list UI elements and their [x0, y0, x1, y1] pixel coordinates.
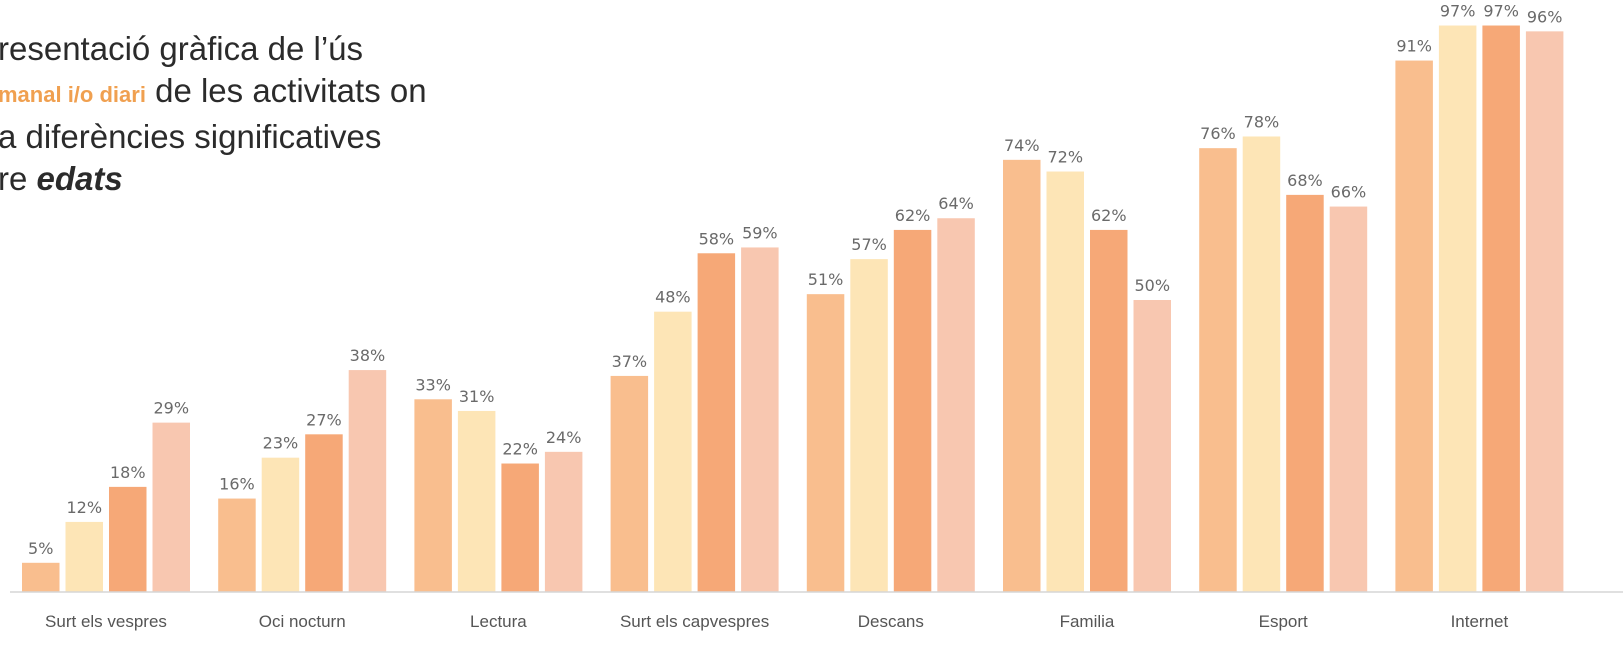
bar-lectura-2 — [457, 410, 496, 592]
category-label-internet: Internet — [1451, 612, 1509, 631]
value-label-lectura-2: 31% — [459, 387, 495, 406]
title-emphasis: edats — [36, 160, 123, 197]
bar-esport-1 — [1199, 148, 1237, 592]
bar-descans-3 — [893, 229, 932, 593]
value-label-internet-2: 97% — [1440, 2, 1476, 21]
category-labels-group: Surt els vespres Oci nocturn Lectura Surt e… — [45, 612, 1508, 631]
value-label-descans-2: 57% — [851, 235, 887, 254]
bar-descans-2 — [850, 259, 888, 592]
title-line-2: manal i/o diari de les activitats on — [0, 70, 638, 116]
value-label-internet-3: 97% — [1483, 2, 1519, 21]
bar-surt-els-capvespres-1 — [610, 375, 649, 592]
bar-esport-3 — [1286, 194, 1324, 592]
value-label-esport-4: 66% — [1331, 183, 1367, 202]
bar-internet-4 — [1525, 31, 1564, 593]
category-label-oci-nocturn: Oci nocturn — [259, 612, 346, 631]
value-label-esport-2: 78% — [1244, 112, 1280, 131]
value-label-surt-els-vespres-1: 5% — [28, 539, 53, 558]
value-label-lectura-1: 33% — [415, 375, 451, 394]
value-label-lectura-4: 24% — [546, 428, 582, 447]
category-label-esport: Esport — [1259, 612, 1308, 631]
bar-surt-els-vespres-1 — [22, 562, 60, 592]
value-label-esport-1: 76% — [1200, 124, 1236, 143]
category-label-lectura: Lectura — [470, 612, 527, 631]
value-label-descans-3: 62% — [895, 206, 931, 225]
value-label-surt-els-vespres-3: 18% — [110, 463, 146, 482]
bar-oci-nocturn-3 — [305, 434, 343, 592]
bar-internet-1 — [1395, 60, 1433, 593]
bar-surt-els-capvespres-2 — [654, 311, 692, 592]
bar-familia-1 — [1003, 159, 1041, 592]
bar-surt-els-capvespres-4 — [741, 247, 779, 592]
value-label-surt-els-capvespres-3: 58% — [699, 229, 735, 248]
value-labels-group: 5% 12% 18% 29% 16% 23% 27% 38% 33% 31% 22% 24% 37% 48… — [28, 2, 1562, 558]
category-label-surt-els-vespres: Surt els vespres — [45, 612, 167, 631]
bar-familia-4 — [1133, 300, 1171, 592]
bar-oci-nocturn-4 — [348, 370, 387, 592]
value-label-oci-nocturn-2: 23% — [263, 434, 299, 453]
bar-lectura-4 — [544, 451, 583, 592]
value-label-descans-4: 64% — [938, 194, 974, 213]
value-label-familia-3: 62% — [1091, 206, 1127, 225]
value-label-surt-els-capvespres-4: 59% — [742, 223, 778, 242]
title-line-4-plain: re — [0, 160, 37, 197]
category-label-familia: Familia — [1060, 612, 1115, 631]
title-line-3: a diferències significatives — [0, 118, 382, 155]
bar-lectura-3 — [501, 463, 539, 592]
value-label-descans-1: 51% — [808, 270, 844, 289]
bar-surt-els-capvespres-3 — [697, 253, 736, 592]
category-label-descans: Descans — [858, 612, 924, 631]
bar-surt-els-vespres-2 — [65, 521, 103, 592]
value-label-familia-2: 72% — [1047, 148, 1083, 167]
value-label-familia-1: 74% — [1004, 136, 1040, 155]
chart-title: resentació gràfica de l’ús manal i/o dia… — [0, 28, 638, 200]
value-label-surt-els-vespres-4: 29% — [153, 399, 189, 418]
value-label-familia-4: 50% — [1134, 276, 1170, 295]
title-line-2-rest: de les activitats on — [145, 72, 427, 109]
value-label-internet-1: 91% — [1396, 37, 1432, 56]
bar-familia-3 — [1090, 229, 1128, 593]
bar-descans-1 — [806, 294, 845, 592]
bar-internet-3 — [1482, 25, 1520, 592]
value-label-oci-nocturn-3: 27% — [306, 410, 342, 429]
bar-surt-els-vespres-4 — [152, 422, 190, 592]
title-line-1: resentació gràfica de l’ús — [0, 30, 364, 67]
bar-oci-nocturn-2 — [261, 457, 300, 592]
bars-group — [22, 25, 1564, 593]
title-highlight: manal i/o diari — [0, 82, 146, 107]
bar-familia-2 — [1046, 171, 1084, 592]
title-line-4: re edats — [0, 158, 638, 200]
value-label-esport-3: 68% — [1287, 171, 1323, 190]
bar-esport-4 — [1329, 206, 1368, 592]
bar-oci-nocturn-1 — [218, 498, 256, 592]
value-label-surt-els-capvespres-2: 48% — [655, 288, 691, 307]
value-label-oci-nocturn-4: 38% — [350, 346, 386, 365]
bar-internet-2 — [1438, 25, 1477, 592]
value-label-surt-els-capvespres-1: 37% — [612, 352, 648, 371]
value-label-lectura-3: 22% — [502, 440, 538, 459]
bar-esport-2 — [1242, 136, 1281, 593]
value-label-internet-4: 96% — [1527, 7, 1563, 26]
bar-surt-els-vespres-3 — [109, 486, 147, 592]
value-label-surt-els-vespres-2: 12% — [66, 498, 102, 517]
bar-descans-4 — [937, 218, 975, 593]
value-label-oci-nocturn-1: 16% — [219, 475, 255, 494]
category-label-surt-els-capvespres: Surt els capvespres — [620, 612, 769, 631]
bar-lectura-1 — [414, 399, 452, 592]
